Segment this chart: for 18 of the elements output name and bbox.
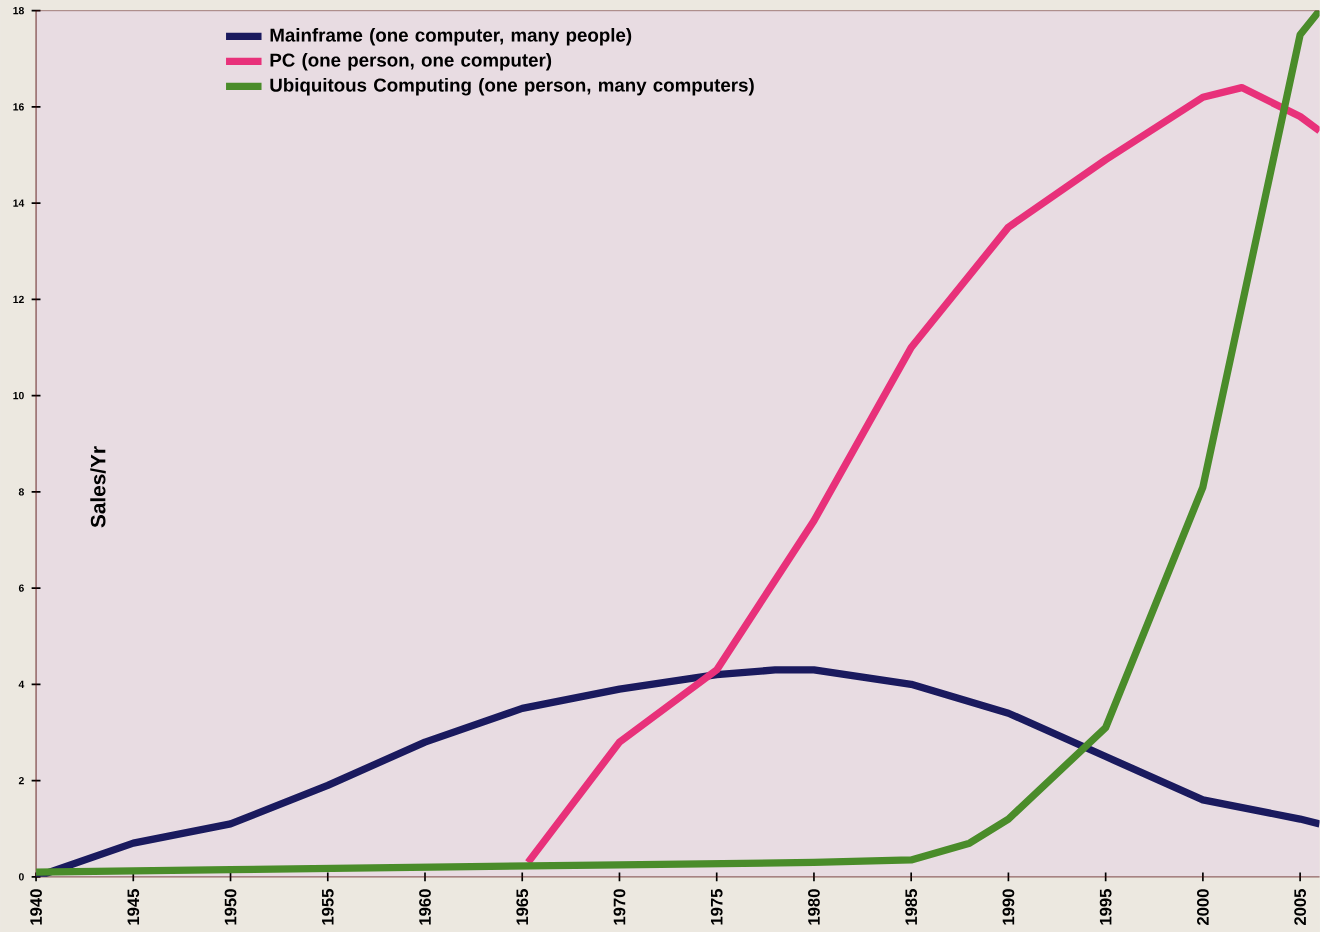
x-tick-label: 1945 xyxy=(127,888,140,925)
legend-label: Mainframe (one computer, many people) xyxy=(270,27,632,46)
x-tick-label: 1950 xyxy=(224,889,237,925)
x-tick-label: 1990 xyxy=(1002,889,1015,925)
y-axis-title: Sales/Yr xyxy=(90,446,106,528)
x-tick-label: 1965 xyxy=(516,888,529,925)
x-tick-label: 1975 xyxy=(710,888,723,925)
x-tick-label: 1940 xyxy=(30,889,42,925)
x-tick-label: 1955 xyxy=(321,888,334,925)
x-tick-label: 1970 xyxy=(613,889,626,925)
x-tick-label: 2000 xyxy=(1197,889,1209,925)
legend-label: PC (one person, one computer) xyxy=(270,52,552,71)
x-tick-label: 1985 xyxy=(905,888,918,925)
x-tick-label: 1960 xyxy=(419,889,431,925)
x-tick-label: 2005 xyxy=(1294,888,1307,925)
x-tick-label: 1995 xyxy=(1099,888,1112,925)
legend-label: Ubiquitous Computing (one person, many computers) xyxy=(270,77,754,96)
x-tick-label: 1980 xyxy=(808,889,820,925)
